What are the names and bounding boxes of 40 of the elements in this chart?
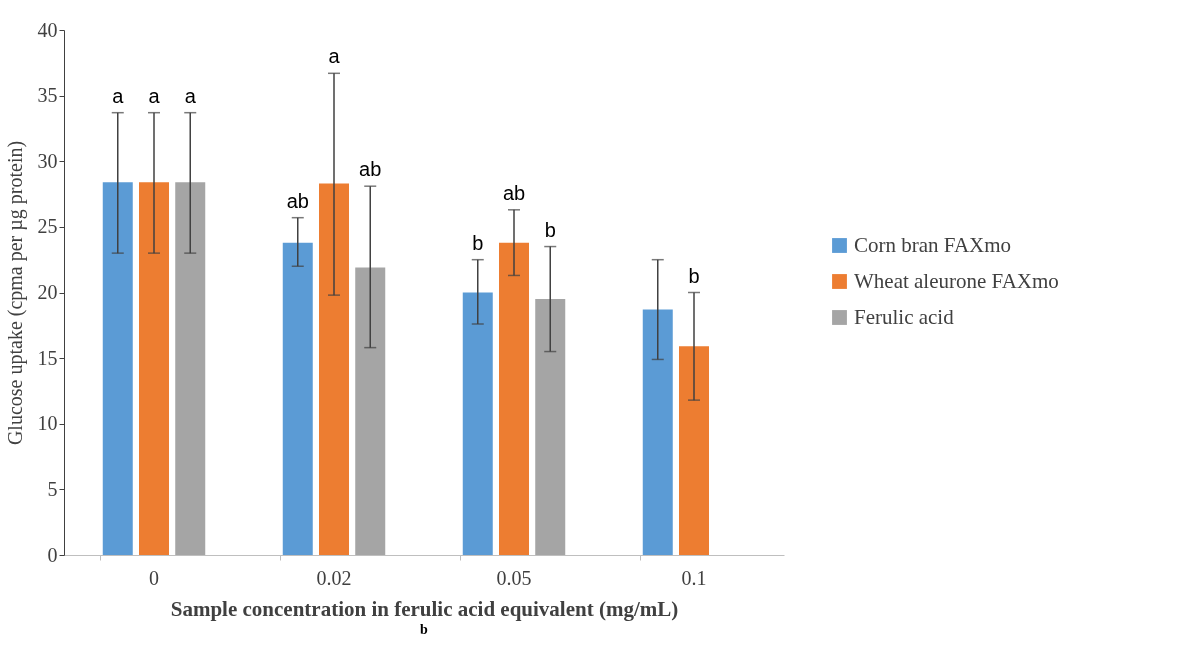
y-tick-label: 15 <box>37 346 58 369</box>
annotation: b <box>472 231 484 254</box>
y-tick-label: 40 <box>37 18 58 41</box>
bar <box>642 309 673 555</box>
bar <box>282 242 313 555</box>
y-tick-label: 10 <box>37 412 58 435</box>
x-tick-label: 0.1 <box>681 566 707 589</box>
x-tick-label: 0 <box>149 566 159 589</box>
annotation: a <box>328 45 341 68</box>
y-tick-label: 20 <box>37 281 58 303</box>
bar <box>319 183 349 555</box>
y-axis-title: Glucose uptake (cpma per µg protein) <box>3 140 27 446</box>
legend-label: Corn bran FAXmo <box>854 232 1012 257</box>
y-tick-label: 25 <box>37 215 58 238</box>
bar <box>102 182 133 555</box>
text: a <box>184 84 196 107</box>
annotation: a <box>148 84 161 107</box>
bar <box>535 299 566 555</box>
bar <box>499 242 529 555</box>
bar <box>462 292 493 555</box>
x-tick-label: 0.05 <box>496 566 532 589</box>
legend-label: Ferulic acid <box>854 304 955 329</box>
bar <box>679 346 709 555</box>
annotation: b <box>688 264 700 287</box>
y-tick-label: 5 <box>47 477 58 500</box>
y-tick-label: 0 <box>47 543 58 566</box>
x-tick-label: 0.02 <box>316 566 352 589</box>
annotation: b <box>544 218 556 241</box>
annotation: ab <box>286 189 309 212</box>
legend-label: Wheat aleurone FAXmo <box>854 268 1059 293</box>
annotation: ab <box>359 158 382 181</box>
bar <box>175 182 206 555</box>
text: a <box>112 84 124 107</box>
annotation: ab <box>502 181 526 204</box>
y-tick-label: 35 <box>37 84 58 107</box>
y-tick-label: 30 <box>37 149 58 172</box>
text: b <box>420 622 429 637</box>
bar <box>355 267 386 555</box>
x-axis-title: Sample concentration in ferulic acid equivalent (mg/mL) <box>170 596 679 621</box>
bar <box>139 182 169 555</box>
